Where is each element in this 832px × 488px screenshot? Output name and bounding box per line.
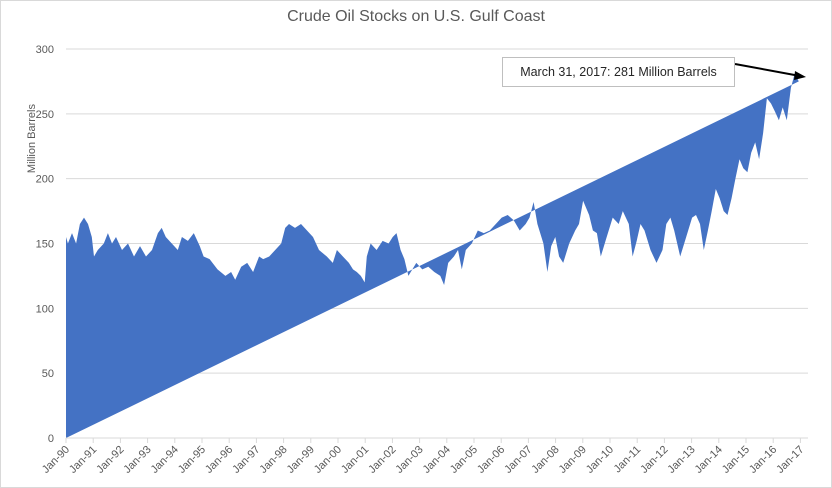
y-axis-ticks: 0 50 100 150 200 250 300 <box>36 44 54 445</box>
x-tick-label: Jan-05 <box>448 444 480 476</box>
y-tick-label: 300 <box>36 44 54 56</box>
data-area-series <box>66 73 799 438</box>
x-tick-label: Jan-15 <box>720 444 752 476</box>
y-tick-label: 100 <box>36 303 54 315</box>
x-tick-label: Jan-96 <box>203 444 235 476</box>
x-tick-label: Jan-11 <box>612 444 644 476</box>
x-tick-label: Jan-04 <box>421 444 453 476</box>
x-tick-label: Jan-91 <box>67 444 99 476</box>
x-tick-label: Jan-03 <box>393 444 425 476</box>
x-tick-label: Jan-14 <box>693 444 725 476</box>
x-tick-label: Jan-02 <box>366 444 398 476</box>
x-tick-label: Jan-92 <box>94 444 126 476</box>
x-tick-label: Jan-09 <box>557 444 589 476</box>
y-tick-label: 150 <box>36 239 54 251</box>
x-tick-label: Jan-01 <box>339 444 371 476</box>
x-tick-label: Jan-94 <box>149 444 181 476</box>
x-tick-label: Jan-16 <box>747 444 779 476</box>
x-tick-label: Jan-13 <box>665 444 697 476</box>
x-tick-label: Jan-12 <box>638 444 670 476</box>
x-tick-label: Jan-93 <box>121 444 153 476</box>
y-tick-label: 0 <box>48 433 54 445</box>
x-tick-label: Jan-00 <box>312 444 344 476</box>
x-tick-label: Jan-98 <box>257 444 289 476</box>
x-tick-label: Jan-97 <box>230 444 262 476</box>
y-tick-label: 250 <box>36 109 54 121</box>
x-tick-label: Jan-17 <box>774 444 806 476</box>
x-tick-label: Jan-99 <box>285 444 317 476</box>
annotation-arrow <box>734 63 806 80</box>
y-tick-label: 200 <box>36 174 54 186</box>
annotation-callout: March 31, 2017: 281 Million Barrels <box>502 57 735 87</box>
x-tick-label: Jan-10 <box>584 444 616 476</box>
x-tick-label: Jan-07 <box>502 444 534 476</box>
x-tick-label: Jan-06 <box>475 444 507 476</box>
chart-title: Crude Oil Stocks on U.S. Gulf Coast <box>287 8 545 25</box>
x-axis-ticks: Jan-90Jan-91Jan-92Jan-93Jan-94Jan-95Jan-… <box>40 438 807 476</box>
x-tick-label: Jan-90 <box>40 444 72 476</box>
x-tick-label: Jan-08 <box>529 444 561 476</box>
x-tick-label: Jan-95 <box>176 444 208 476</box>
y-tick-label: 50 <box>42 368 54 380</box>
